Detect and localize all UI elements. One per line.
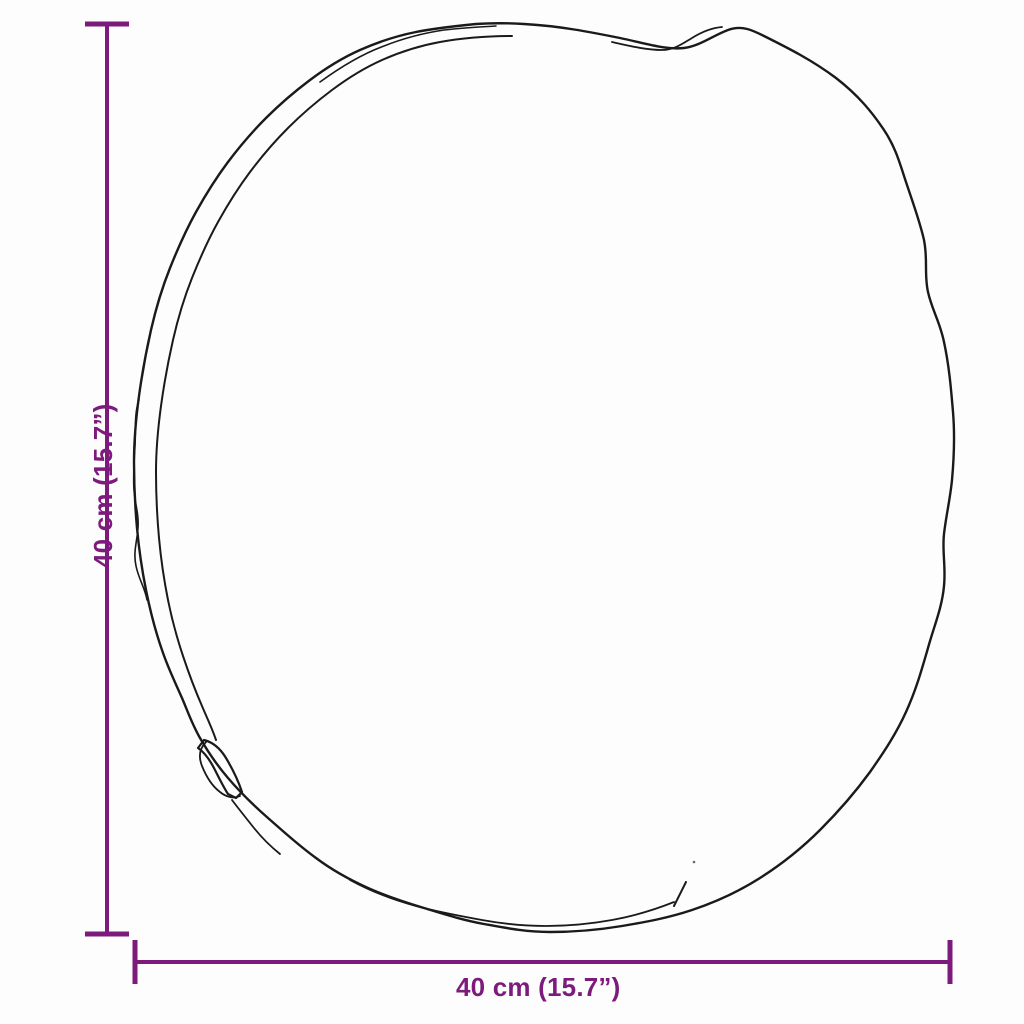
- mirror-speck-artifact: [692, 860, 696, 864]
- height-dimension-label: 40 cm (15.7”): [88, 403, 118, 568]
- height-dimension-line-group: [85, 21, 129, 937]
- mirror-inner-rim-upper-left: [155, 35, 513, 473]
- width-dimension-line-group: [132, 940, 953, 984]
- mirror-facet-notch-tail: [231, 799, 281, 855]
- mirror-left-edge-wave: [132, 399, 148, 601]
- mirror-facet-notch: [196, 738, 244, 800]
- width-dimension-label: 40 cm (15.7”): [456, 972, 621, 1002]
- mirror-top-ridge: [611, 26, 723, 51]
- mirror-bottom-edge-wave: [349, 879, 675, 927]
- mirror-outer-outline: [132, 22, 956, 934]
- mirror-hook-tail: [673, 881, 687, 907]
- mirror-facet-notch-inner: [199, 741, 241, 799]
- mirror-inner-rim-left-lower: [155, 471, 217, 741]
- mirror-outline-group: [132, 22, 956, 934]
- mirror-top-edge-wave: [319, 25, 497, 83]
